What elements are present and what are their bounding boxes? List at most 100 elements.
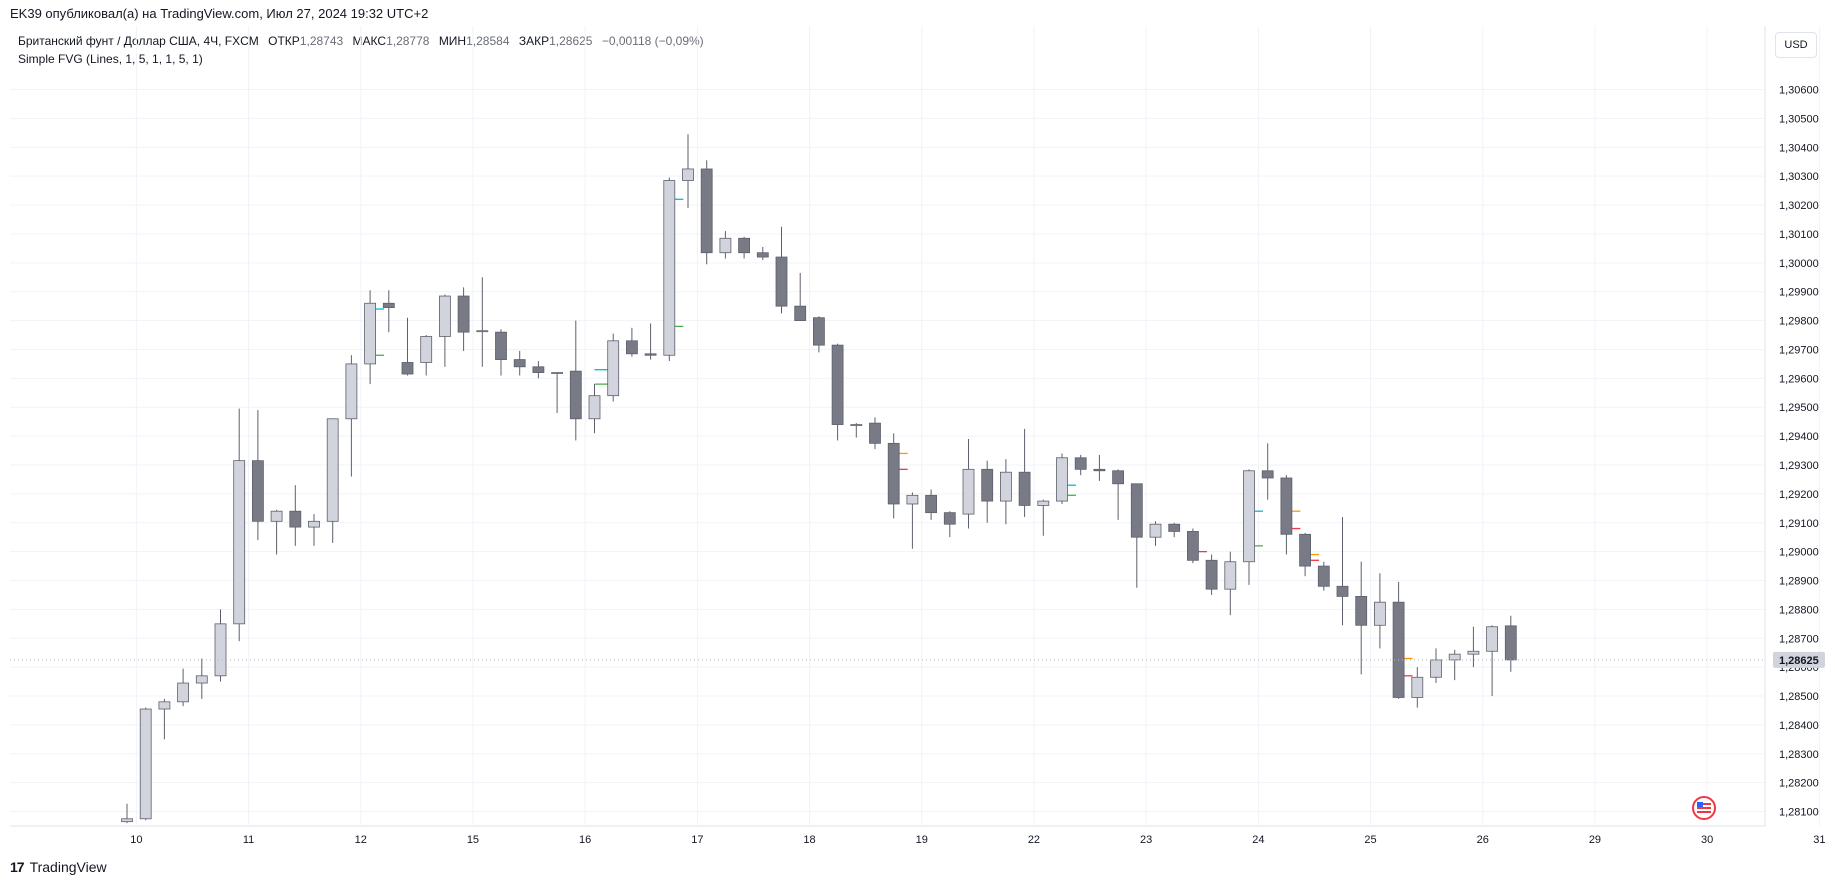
candle-body-up — [139, 708, 152, 820]
candle-body-down — [251, 460, 264, 522]
y-tick-label: 1,28800 — [1779, 604, 1819, 616]
candle[interactable] — [850, 423, 863, 438]
candle[interactable] — [1467, 626, 1480, 668]
candle-body-down — [1205, 559, 1218, 590]
candle[interactable] — [1336, 516, 1349, 626]
candle[interactable] — [401, 317, 414, 376]
candle[interactable] — [831, 343, 844, 441]
candle[interactable] — [719, 231, 732, 259]
candle[interactable] — [682, 134, 694, 208]
candle[interactable] — [1355, 561, 1368, 675]
candle[interactable] — [364, 290, 377, 385]
candle[interactable] — [1280, 475, 1293, 555]
us-flag-icon[interactable] — [1692, 796, 1716, 820]
candle[interactable] — [756, 246, 769, 260]
candle[interactable] — [1037, 499, 1050, 536]
candle[interactable] — [195, 658, 208, 699]
candle[interactable] — [569, 320, 582, 441]
candle[interactable] — [251, 410, 264, 541]
candle[interactable] — [1374, 573, 1386, 649]
candle-body-up — [214, 623, 227, 677]
candle[interactable] — [438, 294, 451, 367]
candle[interactable] — [1093, 454, 1106, 481]
candle[interactable] — [813, 316, 825, 353]
candle[interactable] — [775, 226, 788, 314]
candle[interactable] — [476, 277, 489, 367]
candle[interactable] — [233, 408, 246, 642]
candle[interactable] — [1149, 521, 1162, 546]
candle[interactable] — [289, 485, 302, 546]
candle[interactable] — [420, 335, 433, 376]
candle[interactable] — [1392, 581, 1405, 699]
candle[interactable] — [1112, 469, 1124, 520]
candle[interactable] — [1187, 528, 1199, 564]
candle[interactable] — [1000, 459, 1012, 525]
candle[interactable] — [906, 492, 919, 549]
candle[interactable] — [495, 329, 507, 376]
candle[interactable] — [139, 707, 152, 821]
candle[interactable] — [981, 460, 994, 523]
x-tick-label: 25 — [1364, 834, 1376, 846]
candle[interactable] — [869, 417, 881, 450]
candle[interactable] — [513, 350, 526, 376]
x-tick-label: 15 — [467, 834, 479, 846]
candle[interactable] — [644, 323, 657, 360]
candle[interactable] — [925, 489, 937, 520]
candle-body-down — [981, 468, 994, 502]
candle[interactable] — [1261, 443, 1274, 500]
y-tick-label: 1,30200 — [1779, 200, 1819, 212]
y-tick-label: 1,29300 — [1779, 460, 1819, 472]
candle[interactable] — [1430, 648, 1442, 684]
candle[interactable] — [1130, 483, 1143, 588]
candle-body-up — [588, 395, 601, 420]
candle-body-up — [906, 494, 919, 505]
candle[interactable] — [308, 514, 320, 546]
open-label: ОТКР — [268, 34, 300, 48]
candle[interactable] — [1205, 554, 1218, 595]
candle[interactable] — [1299, 532, 1311, 577]
currency-button[interactable]: USD — [1775, 32, 1817, 58]
candle[interactable] — [121, 803, 133, 824]
candle[interactable] — [177, 668, 190, 707]
candle[interactable] — [1504, 615, 1517, 672]
candle[interactable] — [1448, 649, 1461, 681]
candle[interactable] — [1224, 551, 1237, 616]
fvg-lines — [370, 198, 1413, 677]
indicator-legend[interactable]: Simple FVG (Lines, 1, 5, 1, 1, 5, 1) — [18, 52, 203, 66]
y-tick-label: 1,29200 — [1779, 489, 1819, 501]
candle[interactable] — [943, 511, 956, 538]
candle[interactable] — [738, 236, 750, 259]
candle[interactable] — [887, 433, 900, 519]
footer-brand[interactable]: TradingView — [29, 859, 107, 875]
candle[interactable] — [962, 439, 975, 529]
candle[interactable] — [1411, 667, 1424, 708]
candle[interactable] — [1168, 522, 1181, 538]
candle-body-down — [1504, 625, 1517, 661]
candle[interactable] — [588, 384, 601, 434]
candle[interactable] — [1317, 561, 1330, 591]
candle[interactable] — [1018, 428, 1031, 517]
candle[interactable] — [1056, 453, 1068, 504]
candle[interactable] — [663, 177, 676, 362]
candle[interactable] — [158, 698, 171, 740]
candle[interactable] — [457, 287, 470, 351]
candle[interactable] — [1074, 454, 1087, 476]
candle[interactable] — [382, 290, 395, 333]
candle[interactable] — [1243, 469, 1255, 585]
symbol-name[interactable]: Британский фунт / Доллар США, 4Ч, FXCM — [18, 34, 259, 48]
candle[interactable] — [532, 361, 545, 379]
candle[interactable] — [551, 372, 563, 414]
candle[interactable] — [326, 418, 339, 543]
candle[interactable] — [607, 333, 620, 402]
candle[interactable] — [700, 160, 713, 265]
candle[interactable] — [345, 355, 358, 477]
candle-body-down — [644, 353, 657, 356]
candle[interactable] — [1486, 625, 1498, 697]
tradingview-logo-icon[interactable]: 17 — [10, 859, 25, 875]
candle[interactable] — [214, 609, 227, 682]
candle[interactable] — [270, 509, 283, 555]
candle[interactable] — [794, 272, 807, 321]
candle[interactable] — [626, 327, 638, 357]
last-price-box — [1773, 651, 1825, 668]
